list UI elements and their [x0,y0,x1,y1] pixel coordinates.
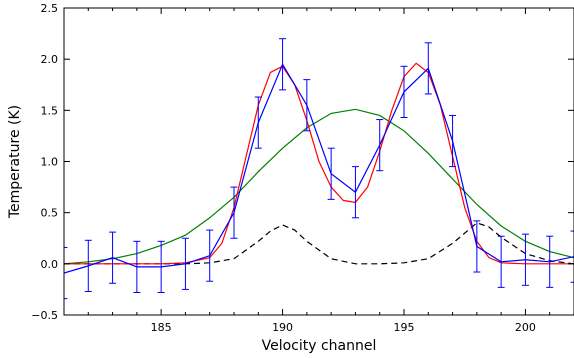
error-bar [64,246,68,300]
error-bar [521,233,529,286]
series-0 [64,38,574,300]
y-tick-label: 2.5 [41,2,59,15]
error-bar [546,235,554,288]
error-bar [570,230,574,283]
x-tick-label: 200 [515,321,536,334]
error-bar [157,240,165,293]
error-bar [181,237,189,290]
x-tick-label: 195 [394,321,415,334]
ticks-layer: 185 190 195 200 −0.5 0.0 0.5 1.0 1.5 2.0 2.5 [31,2,574,334]
x-axis-label: Velocity channel [262,338,377,354]
error-bar [497,235,505,288]
error-bar [400,65,408,118]
x-tick-label: 185 [151,321,172,334]
error-bar [133,240,141,293]
series-3 [64,222,574,265]
series-3-line [64,222,574,265]
y-tick-label: 1.0 [41,156,59,169]
y-axis-label: Temperature (K) [7,105,23,219]
error-bar [424,42,432,95]
error-bar [254,96,262,149]
series-layer [64,38,574,300]
error-bar [327,147,335,200]
y-tick-label: 1.5 [41,104,59,117]
y-tick-label: −0.5 [31,309,58,322]
error-bar [376,119,384,172]
error-bar [109,231,117,284]
y-tick-label: 0.0 [41,258,59,271]
error-bar [279,38,287,91]
error-bar [230,186,238,239]
error-bar [351,166,359,219]
series-2 [64,108,574,265]
series-0-line [64,62,574,274]
series-2-line [64,108,574,265]
error-bar [303,79,311,132]
error-bar [473,220,481,273]
y-tick-label: 0.5 [41,207,59,220]
y-tick-label: 2.0 [41,53,59,66]
error-bar [206,229,214,282]
error-bar [449,114,457,168]
error-bar [84,239,92,292]
x-tick-label: 190 [272,321,293,334]
